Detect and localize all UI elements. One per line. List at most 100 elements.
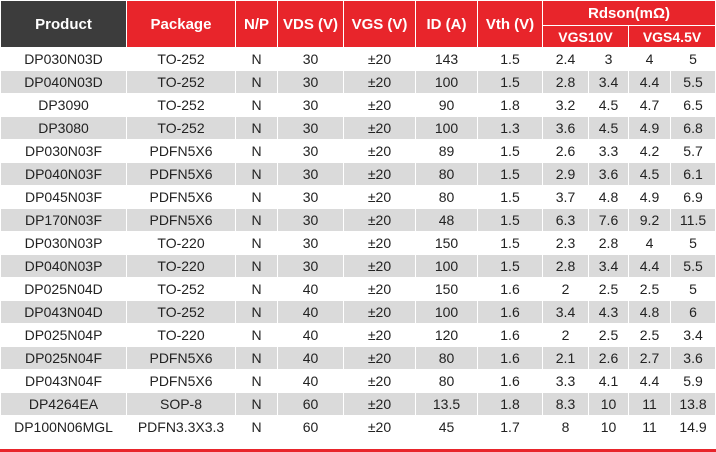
- rdson-vgs45-min-cell: 4.7: [628, 93, 671, 117]
- header-id[interactable]: ID (A): [415, 0, 478, 48]
- package-cell: TO-220: [126, 254, 236, 278]
- vgs-cell: ±20: [343, 277, 416, 301]
- vds-cell: 30: [277, 93, 344, 117]
- np-cell: N: [235, 300, 278, 324]
- header-np[interactable]: N/P: [235, 0, 278, 48]
- product-cell: DP030N03D: [0, 47, 127, 71]
- table-row[interactable]: DP3090 TO-252 N 30 ±20 90 1.8 3.2 4.5 4.7 6.5: [0, 93, 716, 117]
- header-product[interactable]: Product: [0, 0, 127, 48]
- table-body: DP030N03D TO-252 N 30 ±20 143 1.5 2.4 3 4 5 DP040N0…: [0, 47, 716, 439]
- rdson-vgs45-min-cell: 11: [628, 392, 671, 416]
- id-cell: 45: [415, 415, 478, 439]
- id-cell: 100: [415, 116, 478, 140]
- vth-cell: 1.6: [477, 369, 543, 393]
- package-cell: TO-252: [126, 300, 236, 324]
- vth-cell: 1.8: [477, 93, 543, 117]
- table-row[interactable]: DP025N04D TO-252 N 40 ±20 150 1.6 2 2.5 2.5 5: [0, 277, 716, 301]
- vds-cell: 30: [277, 162, 344, 186]
- rdson-vgs45-max-cell: 5: [669, 277, 716, 301]
- table-row[interactable]: DP170N03F PDFN5X6 N 30 ±20 48 1.5 6.3 7.6 9.2 11.5: [0, 208, 716, 232]
- rdson-vgs10-min-cell: 2.8: [542, 254, 589, 278]
- rdson-vgs45-max-cell: 13.8: [669, 392, 716, 416]
- header-rdson-vgs10v[interactable]: VGS10V: [542, 25, 629, 48]
- package-cell: PDFN5X6: [126, 162, 236, 186]
- package-cell: TO-252: [126, 47, 236, 71]
- rdson-vgs10-min-cell: 2.9: [542, 162, 589, 186]
- rdson-vgs45-min-cell: 4.5: [628, 162, 671, 186]
- package-cell: TO-220: [126, 323, 236, 347]
- rdson-vgs10-max-cell: 2.5: [588, 277, 629, 301]
- package-cell: PDFN5X6: [126, 208, 236, 232]
- header-vds[interactable]: VDS (V): [277, 0, 344, 48]
- rdson-vgs10-max-cell: 2.6: [588, 346, 629, 370]
- id-cell: 13.5: [415, 392, 478, 416]
- rdson-vgs45-max-cell: 5.9: [669, 369, 716, 393]
- package-cell: TO-252: [126, 93, 236, 117]
- rdson-vgs45-max-cell: 6.5: [669, 93, 716, 117]
- product-cell: DP3080: [0, 116, 127, 140]
- table-row[interactable]: DP043N04D TO-252 N 40 ±20 100 1.6 3.4 4.3 4.8 6: [0, 300, 716, 324]
- package-cell: PDFN5X6: [126, 185, 236, 209]
- rdson-vgs45-max-cell: 11.5: [669, 208, 716, 232]
- rdson-vgs45-min-cell: 4.4: [628, 70, 671, 94]
- rdson-vgs45-max-cell: 5: [669, 231, 716, 255]
- header-rdson-vgs4-5v[interactable]: VGS4.5V: [627, 25, 716, 48]
- table-row[interactable]: DP043N04F PDFN5X6 N 40 ±20 80 1.6 3.3 4.1 4.4 5.9: [0, 369, 716, 393]
- table-row[interactable]: DP025N04P TO-220 N 40 ±20 120 1.6 2 2.5 2.5 3.4: [0, 323, 716, 347]
- product-cell: DP4264EA: [0, 392, 127, 416]
- rdson-vgs45-max-cell: 6.1: [669, 162, 716, 186]
- product-cell: DP025N04D: [0, 277, 127, 301]
- vgs-cell: ±20: [343, 47, 416, 71]
- product-cell: DP100N06MGL: [0, 415, 127, 439]
- package-cell: TO-220: [126, 231, 236, 255]
- table-row[interactable]: DP3080 TO-252 N 30 ±20 100 1.3 3.6 4.5 4.9 6.8: [0, 116, 716, 140]
- table-row[interactable]: DP025N04F PDFN5X6 N 40 ±20 80 1.6 2.1 2.6 2.7 3.6: [0, 346, 716, 370]
- vth-cell: 1.5: [477, 231, 543, 255]
- header-package[interactable]: Package: [126, 0, 236, 48]
- id-cell: 143: [415, 47, 478, 71]
- np-cell: N: [235, 415, 278, 439]
- np-cell: N: [235, 254, 278, 278]
- np-cell: N: [235, 346, 278, 370]
- vth-cell: 1.6: [477, 277, 543, 301]
- rdson-vgs10-min-cell: 3.7: [542, 185, 589, 209]
- table-row[interactable]: DP040N03D TO-252 N 30 ±20 100 1.5 2.8 3.4 4.4 5.5: [0, 70, 716, 94]
- vgs-cell: ±20: [343, 70, 416, 94]
- rdson-vgs45-max-cell: 5.5: [669, 70, 716, 94]
- np-cell: N: [235, 277, 278, 301]
- header-vth[interactable]: Vth (V): [477, 0, 543, 48]
- np-cell: N: [235, 162, 278, 186]
- rdson-vgs45-min-cell: 4.4: [628, 369, 671, 393]
- vds-cell: 40: [277, 369, 344, 393]
- rdson-vgs10-max-cell: 3.6: [588, 162, 629, 186]
- table-row[interactable]: DP040N03P TO-220 N 30 ±20 100 1.5 2.8 3.4 4.4 5.5: [0, 254, 716, 278]
- vgs-cell: ±20: [343, 116, 416, 140]
- header-vgs[interactable]: VGS (V): [343, 0, 416, 48]
- product-cell: DP025N04F: [0, 346, 127, 370]
- table-row[interactable]: DP4264EA SOP-8 N 60 ±20 13.5 1.8 8.3 10 11 13.8: [0, 392, 716, 416]
- rdson-vgs10-min-cell: 3.6: [542, 116, 589, 140]
- table-row[interactable]: DP040N03F PDFN5X6 N 30 ±20 80 1.5 2.9 3.6 4.5 6.1: [0, 162, 716, 186]
- vds-cell: 40: [277, 300, 344, 324]
- vth-cell: 1.5: [477, 47, 543, 71]
- rdson-vgs45-max-cell: 5.7: [669, 139, 716, 163]
- id-cell: 80: [415, 369, 478, 393]
- product-cell: DP030N03P: [0, 231, 127, 255]
- vds-cell: 40: [277, 346, 344, 370]
- rdson-vgs10-min-cell: 3.4: [542, 300, 589, 324]
- rdson-vgs10-min-cell: 2.4: [542, 47, 589, 71]
- table-row[interactable]: DP030N03D TO-252 N 30 ±20 143 1.5 2.4 3 4 5: [0, 47, 716, 71]
- table-row[interactable]: DP030N03F PDFN5X6 N 30 ±20 89 1.5 2.6 3.3 4.2 5.7: [0, 139, 716, 163]
- table-row[interactable]: DP030N03P TO-220 N 30 ±20 150 1.5 2.3 2.8 4 5: [0, 231, 716, 255]
- table-header: Product Package N/P VDS (V) VGS (V) ID (…: [0, 0, 716, 48]
- table-row[interactable]: DP100N06MGL PDFN3.3X3.3 N 60 ±20 45 1.7 8 10 11 14…: [0, 415, 716, 439]
- table-row[interactable]: DP045N03F PDFN5X6 N 30 ±20 80 1.5 3.7 4.8 4.9 6.9: [0, 185, 716, 209]
- vgs-cell: ±20: [343, 415, 416, 439]
- id-cell: 80: [415, 162, 478, 186]
- rdson-vgs10-max-cell: 7.6: [588, 208, 629, 232]
- np-cell: N: [235, 323, 278, 347]
- np-cell: N: [235, 93, 278, 117]
- rdson-vgs45-max-cell: 6.8: [669, 116, 716, 140]
- header-rdson[interactable]: Rdson(mΩ): [541, 0, 716, 26]
- id-cell: 150: [415, 231, 478, 255]
